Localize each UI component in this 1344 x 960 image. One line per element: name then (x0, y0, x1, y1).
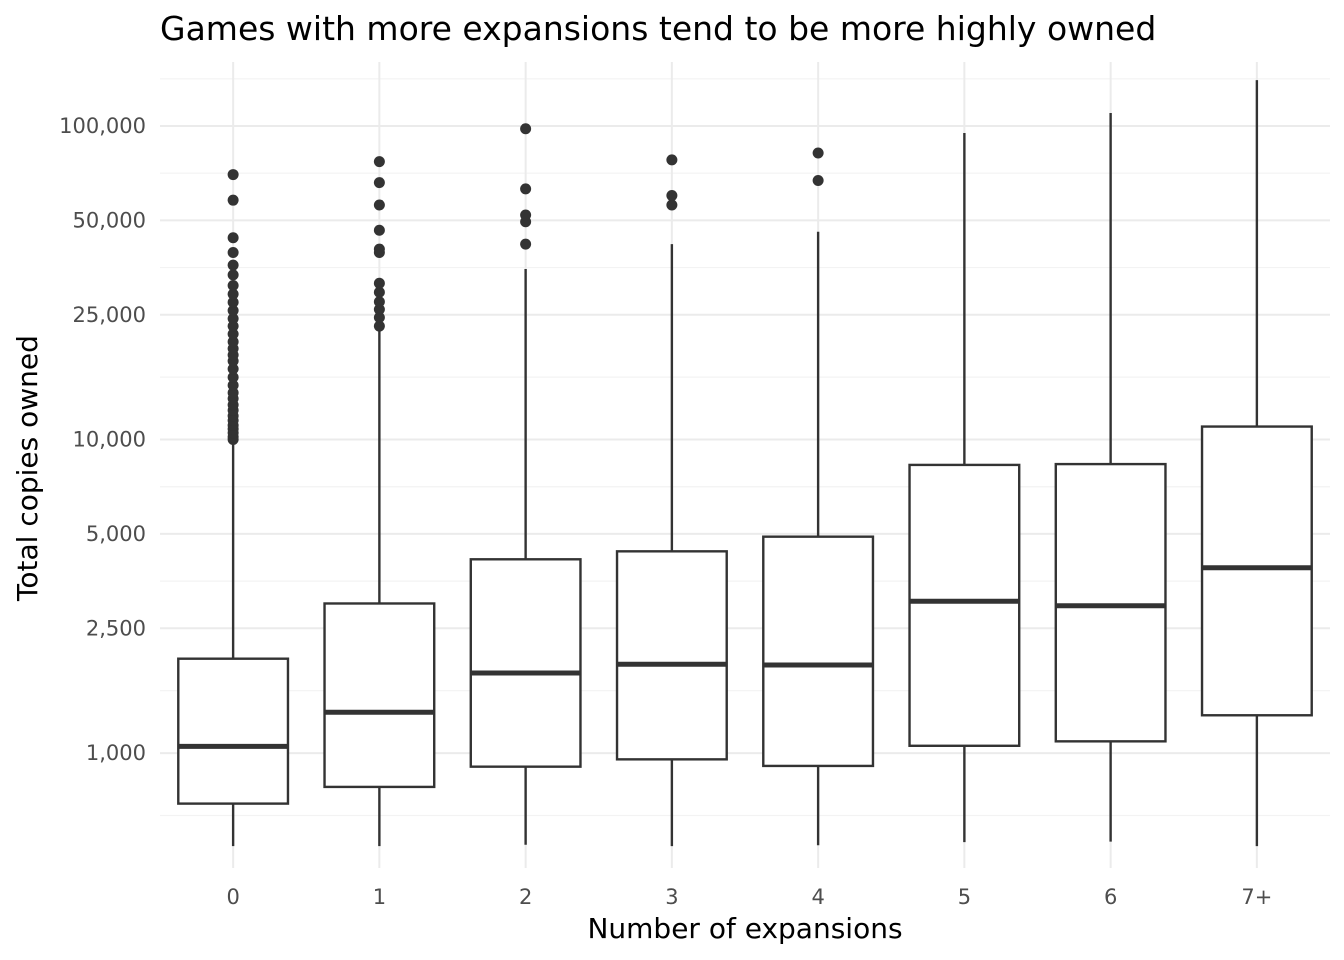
outlier-point (227, 371, 239, 383)
outlier-point (227, 288, 239, 300)
iqr-box (1200, 425, 1313, 717)
x-tick-label: 3 (665, 885, 678, 909)
y-tick-label: 10,000 (73, 428, 146, 452)
outlier-point (373, 243, 385, 255)
box-6 (1054, 113, 1167, 842)
y-axis-title: Total copies owned (11, 335, 44, 602)
x-tick-label: 4 (811, 885, 824, 909)
outlier-point (227, 246, 239, 258)
outlier-point (520, 183, 532, 195)
box-3 (615, 154, 728, 847)
outlier-point (666, 154, 678, 166)
outlier-point (373, 277, 385, 289)
iqr-box (1054, 462, 1167, 743)
outlier-point (227, 194, 239, 206)
x-tick-label: 2 (519, 885, 532, 909)
y-tick-label: 2,500 (86, 616, 146, 640)
y-tick-label: 5,000 (86, 522, 146, 546)
outlier-point (227, 328, 239, 340)
chart-title: Games with more expansions tend to be mo… (160, 9, 1156, 48)
y-axis-tick-labels: 1,000 2,500 5,000 10,000 25,000 50,000 100,000 (59, 114, 146, 765)
outlier-point (227, 296, 239, 308)
outlier-point (373, 199, 385, 211)
iqr-box (762, 535, 875, 768)
y-tick-label: 50,000 (73, 208, 146, 232)
x-axis-tick-labels: 0 1 2 3 4 5 6 7+ (226, 885, 1272, 909)
outlier-point (227, 379, 239, 391)
box-5 (908, 132, 1021, 843)
iqr-box (469, 558, 582, 768)
iqr-box (323, 602, 436, 789)
outlier-point (227, 259, 239, 271)
outlier-point (666, 199, 678, 211)
outlier-point (227, 387, 239, 399)
y-tick-label: 25,000 (73, 303, 146, 327)
outlier-point (373, 177, 385, 189)
box-0 (177, 169, 290, 847)
boxes (177, 80, 1313, 847)
outlier-point (227, 232, 239, 244)
x-tick-label: 1 (373, 885, 386, 909)
outlier-point (373, 303, 385, 315)
outlier-point (227, 304, 239, 316)
box-4 (762, 147, 875, 846)
iqr-box (908, 463, 1021, 747)
x-tick-label: 6 (1104, 885, 1117, 909)
x-tick-label: 0 (226, 885, 239, 909)
outlier-point (227, 336, 239, 348)
outlier-point (373, 156, 385, 168)
box-7+ (1200, 80, 1313, 847)
outlier-point (666, 190, 678, 202)
outlier-point (812, 175, 824, 187)
outlier-point (373, 286, 385, 298)
outlier-point (373, 320, 385, 332)
outlier-point (373, 312, 385, 324)
box-1 (323, 156, 436, 847)
x-tick-label: 7+ (1241, 885, 1272, 909)
outlier-point (812, 147, 824, 159)
outlier-point (227, 279, 239, 291)
y-tick-label: 1,000 (86, 741, 146, 765)
iqr-box (177, 657, 290, 805)
box-2 (469, 123, 582, 845)
outlier-point (227, 363, 239, 375)
outlier-point (520, 123, 532, 135)
outlier-point (373, 296, 385, 308)
y-tick-label: 100,000 (59, 114, 146, 138)
x-axis-title: Number of expansions (587, 912, 902, 945)
outlier-point (227, 169, 239, 181)
outlier-point (227, 269, 239, 281)
x-tick-label: 5 (958, 885, 971, 909)
outlier-point (227, 313, 239, 325)
outlier-point (520, 209, 532, 221)
iqr-box (615, 550, 728, 761)
outlier-point (520, 238, 532, 250)
outlier-point (373, 224, 385, 236)
